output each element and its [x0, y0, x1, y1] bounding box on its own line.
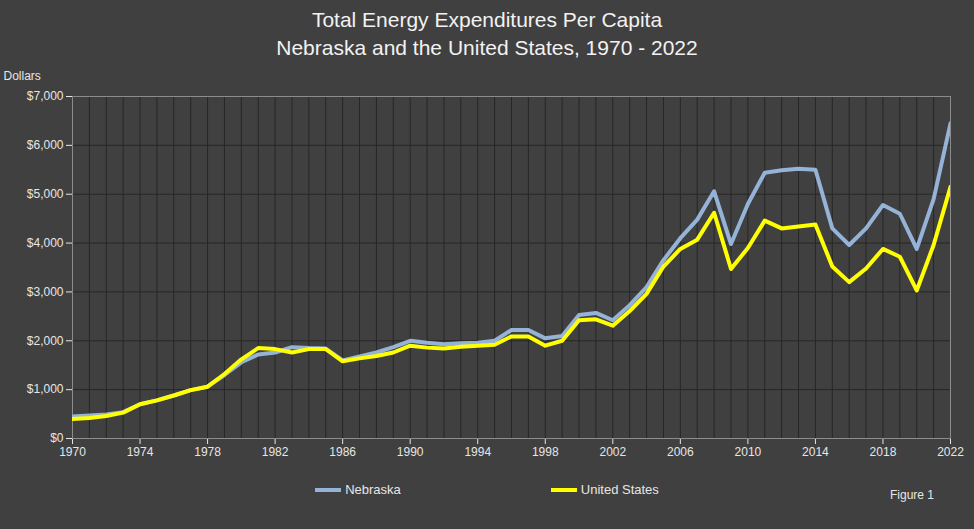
svg-text:2006: 2006	[667, 445, 694, 459]
svg-text:1998: 1998	[532, 445, 559, 459]
html-text:Figure 1: Figure 1	[890, 488, 934, 502]
svg-text:1978: 1978	[194, 445, 221, 459]
svg-text:$6,000: $6,000	[27, 138, 64, 152]
svg-text:1982: 1982	[262, 445, 289, 459]
svg-text:2018: 2018	[870, 445, 897, 459]
svg-text:2022: 2022	[937, 445, 964, 459]
html-text:Nebraska and the United States: Nebraska and the United States, 1970 - 2…	[276, 36, 698, 59]
svg-text:2014: 2014	[802, 445, 829, 459]
svg-text:1994: 1994	[464, 445, 491, 459]
html-text:Nebraska: Nebraska	[345, 482, 401, 497]
svg-text:$3,000: $3,000	[27, 285, 64, 299]
svg-text:1990: 1990	[397, 445, 424, 459]
svg-text:1974: 1974	[127, 445, 154, 459]
svg-text:Dollars: Dollars	[4, 69, 41, 83]
html-text:Total Energy Expenditures Per: Total Energy Expenditures Per Capita	[311, 8, 663, 31]
svg-text:2002: 2002	[599, 445, 626, 459]
svg-text:$0: $0	[50, 431, 64, 445]
svg-text:1970: 1970	[59, 445, 86, 459]
svg-text:$2,000: $2,000	[27, 334, 64, 348]
svg-text:$1,000: $1,000	[27, 382, 64, 396]
svg-text:1986: 1986	[329, 445, 356, 459]
svg-text:2010: 2010	[735, 445, 762, 459]
html-text:United States: United States	[580, 482, 659, 497]
svg-text:$7,000: $7,000	[27, 89, 64, 103]
svg-text:$5,000: $5,000	[27, 187, 64, 201]
svg-text:$4,000: $4,000	[27, 236, 64, 250]
